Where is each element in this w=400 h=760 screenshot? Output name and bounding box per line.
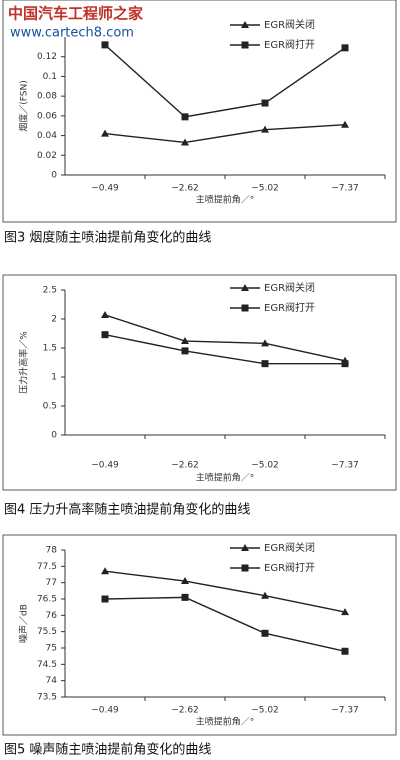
legend-marker (241, 564, 249, 572)
y-tick-label: 1.5 (43, 344, 57, 354)
data-point (181, 347, 189, 355)
y-tick-label: 0.1 (43, 72, 57, 82)
x-tick-label: −7.37 (331, 461, 359, 471)
y-tick-label: 75.5 (37, 627, 57, 637)
data-point (101, 310, 109, 318)
legend-label: EGR阀打开 (264, 38, 315, 51)
legend-marker (241, 544, 249, 551)
x-tick-label: −0.49 (91, 461, 119, 471)
x-axis-title: 主喷提前角／° (196, 716, 255, 728)
x-tick-label: −2.62 (171, 461, 199, 471)
y-tick-label: 76.5 (37, 595, 57, 605)
y-tick-label: 78 (46, 546, 58, 556)
data-point (101, 331, 109, 339)
y-tick-label: 73.5 (37, 693, 57, 703)
data-point (261, 591, 269, 599)
legend-marker (241, 41, 249, 49)
y-axis-title: 烟度／(FSN) (18, 80, 30, 132)
y-tick-label: 0 (51, 171, 57, 181)
series-line (104, 596, 346, 652)
y-tick-label: 76 (46, 611, 58, 621)
x-axis-title: 主喷提前角／° (196, 194, 255, 206)
watermark-url: www.cartech8.com (10, 26, 134, 41)
y-tick-label: 0.12 (37, 52, 57, 62)
y-tick-label: 2.5 (43, 286, 57, 296)
legend-label: EGR阀关闭 (264, 18, 315, 31)
series-line (104, 333, 345, 365)
x-tick-label: −5.02 (251, 461, 279, 471)
y-tick-label: 74.5 (37, 660, 57, 670)
series-line (104, 124, 346, 144)
data-point (261, 339, 269, 347)
data-point (261, 125, 269, 133)
chart-frame (2, 274, 397, 491)
legend-label: EGR阀关闭 (264, 541, 315, 554)
data-point (261, 360, 269, 368)
watermark-title: 中国汽车工程师之家 (8, 5, 143, 23)
data-point (101, 567, 109, 575)
data-point (101, 595, 109, 603)
data-point (181, 138, 189, 146)
y-tick-label: 77 (46, 578, 57, 588)
data-point (181, 593, 189, 601)
data-point (341, 647, 349, 655)
legend-marker (241, 284, 249, 291)
data-point (341, 608, 349, 616)
data-point (101, 41, 109, 49)
data-point (261, 629, 269, 637)
y-tick-label: 2 (51, 315, 57, 325)
data-point (341, 120, 349, 128)
data-point (181, 337, 189, 345)
data-point (341, 44, 349, 52)
y-tick-label: 0.06 (37, 111, 57, 121)
x-tick-label: −2.62 (171, 184, 199, 194)
data-point (261, 99, 269, 107)
y-tick-label: 0 (51, 431, 57, 441)
x-tick-label: −2.62 (171, 706, 199, 716)
series-line (104, 44, 346, 118)
data-point (101, 129, 109, 137)
y-tick-label: 74 (46, 676, 58, 686)
x-tick-label: −7.37 (331, 706, 359, 716)
data-point (181, 113, 189, 121)
chart: 0 0.02 0.04 0.06 0.08 0.1 0.12 −0.49 −2.62 −5.02 −… (2, 0, 397, 246)
x-tick-label: −5.02 (251, 706, 279, 716)
data-point (341, 360, 349, 368)
y-tick-label: 0.04 (37, 131, 57, 141)
chart-frame (2, 0, 397, 223)
y-axis-title: 噪声／dB (18, 604, 30, 643)
chart: 73.5 74 74.5 75 75.5 76 76.5 77 77.5 78 −0.49 −2.62… (2, 534, 397, 758)
y-tick-label: 75 (46, 644, 57, 654)
y-tick-label: 0.02 (37, 151, 57, 161)
chart: 0 0.5 1 1.5 2 2.5 −0.49 −2.62 −5.02 −7.37 主喷提前角／° 压… (2, 274, 397, 518)
y-tick-label: 77.5 (37, 562, 57, 572)
series-line (104, 570, 346, 613)
legend-marker (241, 21, 249, 28)
legend-label: EGR阀打开 (264, 301, 315, 314)
chart-frame (2, 534, 397, 736)
series-line (104, 314, 346, 362)
x-tick-label: −5.02 (251, 184, 279, 194)
figure-caption: 图4 压力升高率随主喷油提前角变化的曲线 (4, 502, 250, 518)
y-tick-label: 1 (51, 373, 57, 383)
x-tick-label: −7.37 (331, 184, 359, 194)
x-axis-title: 主喷提前角／° (196, 472, 255, 484)
legend-marker (241, 304, 249, 312)
y-tick-label: 0.08 (37, 92, 57, 102)
x-tick-label: −0.49 (91, 706, 119, 716)
legend-label: EGR阀打开 (264, 561, 315, 574)
legend-label: EGR阀关闭 (264, 281, 315, 294)
x-tick-label: −0.49 (91, 184, 119, 194)
figure-caption: 图3 烟度随主喷油提前角变化的曲线 (4, 230, 211, 246)
y-tick-label: 0.5 (43, 402, 57, 412)
y-axis-title: 压力升高率／% (18, 331, 30, 394)
figure-caption: 图5 噪声随主喷油提前角变化的曲线 (4, 742, 211, 758)
data-point (181, 577, 189, 585)
